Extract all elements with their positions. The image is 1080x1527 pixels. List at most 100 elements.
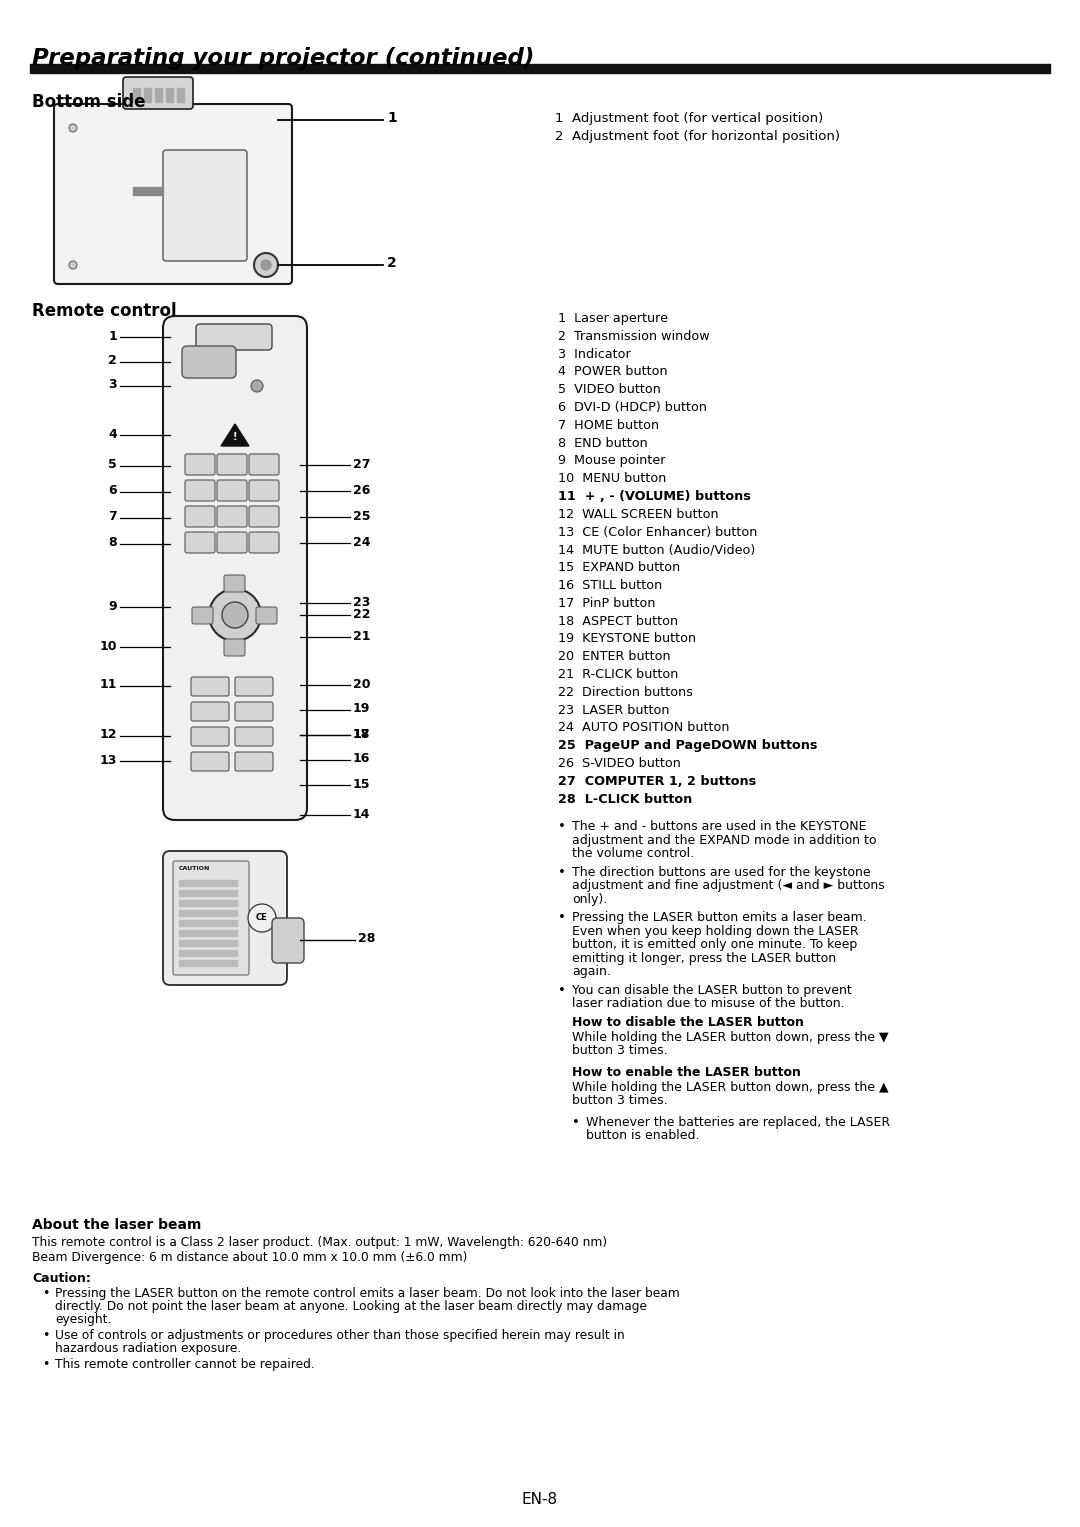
FancyBboxPatch shape: [224, 638, 245, 657]
Text: 18  ASPECT button: 18 ASPECT button: [558, 614, 678, 628]
Bar: [179, 899, 237, 906]
FancyBboxPatch shape: [191, 676, 229, 696]
FancyBboxPatch shape: [185, 531, 215, 553]
Text: Remote control: Remote control: [32, 302, 177, 321]
FancyBboxPatch shape: [217, 479, 247, 501]
Text: 17  PinP button: 17 PinP button: [558, 597, 656, 609]
Bar: [179, 950, 237, 956]
Text: 28: 28: [357, 931, 376, 945]
Bar: [156, 89, 162, 102]
Text: 28  L-CLICK button: 28 L-CLICK button: [558, 793, 692, 806]
Bar: [144, 89, 151, 102]
Circle shape: [251, 380, 264, 392]
Text: button, it is emitted only one minute. To keep: button, it is emitted only one minute. T…: [572, 939, 858, 951]
Circle shape: [69, 124, 77, 131]
Text: 10: 10: [99, 640, 117, 652]
Circle shape: [248, 904, 276, 931]
Circle shape: [222, 602, 248, 628]
Text: 11: 11: [99, 678, 117, 692]
Text: !: !: [233, 432, 238, 441]
Bar: [177, 89, 184, 102]
Bar: [179, 890, 237, 896]
Text: 4: 4: [108, 428, 117, 440]
Text: How to disable the LASER button: How to disable the LASER button: [572, 1015, 804, 1029]
Text: Whenever the batteries are replaced, the LASER: Whenever the batteries are replaced, the…: [586, 1116, 890, 1128]
Text: 19  KEYSTONE button: 19 KEYSTONE button: [558, 632, 697, 646]
Text: emitting it longer, press the LASER button: emitting it longer, press the LASER butt…: [572, 951, 836, 965]
FancyBboxPatch shape: [192, 608, 213, 625]
Text: •: •: [42, 1328, 50, 1342]
Text: 22  Direction buttons: 22 Direction buttons: [558, 686, 693, 699]
Text: 7: 7: [108, 510, 117, 524]
FancyBboxPatch shape: [173, 861, 249, 976]
Text: adjustment and fine adjustment (◄ and ► buttons: adjustment and fine adjustment (◄ and ► …: [572, 880, 885, 892]
Text: Pressing the LASER button on the remote control emits a laser beam. Do not look : Pressing the LASER button on the remote …: [55, 1287, 679, 1299]
Text: 16  STILL button: 16 STILL button: [558, 579, 662, 592]
Text: 22: 22: [353, 608, 370, 620]
Text: •: •: [42, 1287, 50, 1299]
Circle shape: [266, 261, 274, 269]
Text: Pressing the LASER button emits a laser beam.: Pressing the LASER button emits a laser …: [572, 912, 867, 924]
Text: 11  + , - (VOLUME) buttons: 11 + , - (VOLUME) buttons: [558, 490, 751, 502]
Text: 2  Adjustment foot (for horizontal position): 2 Adjustment foot (for horizontal positi…: [555, 130, 840, 144]
FancyBboxPatch shape: [249, 479, 279, 501]
Text: button 3 times.: button 3 times.: [572, 1095, 667, 1107]
Text: 2: 2: [108, 354, 117, 368]
Bar: [179, 919, 237, 925]
Text: EN-8: EN-8: [522, 1492, 558, 1507]
Text: 13  CE (Color Enhancer) button: 13 CE (Color Enhancer) button: [558, 525, 757, 539]
Bar: [166, 89, 173, 102]
Text: 21: 21: [353, 629, 370, 643]
FancyBboxPatch shape: [217, 531, 247, 553]
Text: 26: 26: [353, 484, 370, 496]
FancyBboxPatch shape: [249, 505, 279, 527]
Circle shape: [210, 589, 261, 641]
FancyBboxPatch shape: [249, 531, 279, 553]
Text: 20: 20: [353, 678, 370, 690]
Text: This remote control is a Class 2 laser product. (Max. output: 1 mW, Wavelength: : This remote control is a Class 2 laser p…: [32, 1235, 607, 1249]
Text: •: •: [42, 1358, 50, 1371]
FancyBboxPatch shape: [235, 702, 273, 721]
Text: 1  Adjustment foot (for vertical position): 1 Adjustment foot (for vertical position…: [555, 111, 823, 125]
Circle shape: [69, 261, 77, 269]
Bar: [179, 960, 237, 967]
Text: the volume control.: the volume control.: [572, 847, 694, 860]
Text: 15: 15: [353, 777, 370, 791]
Text: While holding the LASER button down, press the ▼: While holding the LASER button down, pre…: [572, 1031, 889, 1044]
Text: 17: 17: [353, 727, 370, 741]
Bar: [30, 64, 1050, 73]
Text: Even when you keep holding down the LASER: Even when you keep holding down the LASE…: [572, 925, 859, 938]
FancyBboxPatch shape: [217, 505, 247, 527]
Text: only).: only).: [572, 893, 607, 906]
FancyBboxPatch shape: [272, 918, 303, 964]
Bar: [179, 910, 237, 916]
Text: 27: 27: [353, 458, 370, 470]
Text: Use of controls or adjustments or procedures other than those specified herein m: Use of controls or adjustments or proced…: [55, 1328, 624, 1342]
FancyBboxPatch shape: [195, 324, 272, 350]
Text: 25: 25: [353, 510, 370, 522]
Bar: [179, 880, 237, 886]
FancyBboxPatch shape: [185, 505, 215, 527]
FancyBboxPatch shape: [224, 576, 245, 592]
Text: The direction buttons are used for the keystone: The direction buttons are used for the k…: [572, 866, 870, 880]
Text: 5: 5: [108, 458, 117, 472]
Text: 7  HOME button: 7 HOME button: [558, 418, 659, 432]
Text: CE: CE: [256, 913, 268, 922]
Text: 2: 2: [387, 257, 396, 270]
FancyBboxPatch shape: [163, 316, 307, 820]
Text: CAUTION: CAUTION: [179, 866, 211, 870]
Text: directly. Do not point the laser beam at anyone. Looking at the laser beam direc: directly. Do not point the laser beam at…: [55, 1299, 647, 1313]
Text: 14: 14: [353, 808, 370, 820]
FancyBboxPatch shape: [191, 702, 229, 721]
Text: 16: 16: [353, 753, 370, 765]
Bar: [179, 941, 237, 947]
Text: •: •: [572, 1116, 580, 1128]
Text: The + and - buttons are used in the KEYSTONE: The + and - buttons are used in the KEYS…: [572, 820, 866, 834]
Text: •: •: [558, 820, 566, 834]
Text: This remote controller cannot be repaired.: This remote controller cannot be repaire…: [55, 1358, 314, 1371]
Polygon shape: [221, 425, 249, 446]
Text: 8: 8: [108, 536, 117, 550]
Text: button is enabled.: button is enabled.: [586, 1130, 700, 1142]
Text: Beam Divergence: 6 m distance about 10.0 mm x 10.0 mm (±6.0 mm): Beam Divergence: 6 m distance about 10.0…: [32, 1251, 468, 1264]
FancyBboxPatch shape: [163, 851, 287, 985]
